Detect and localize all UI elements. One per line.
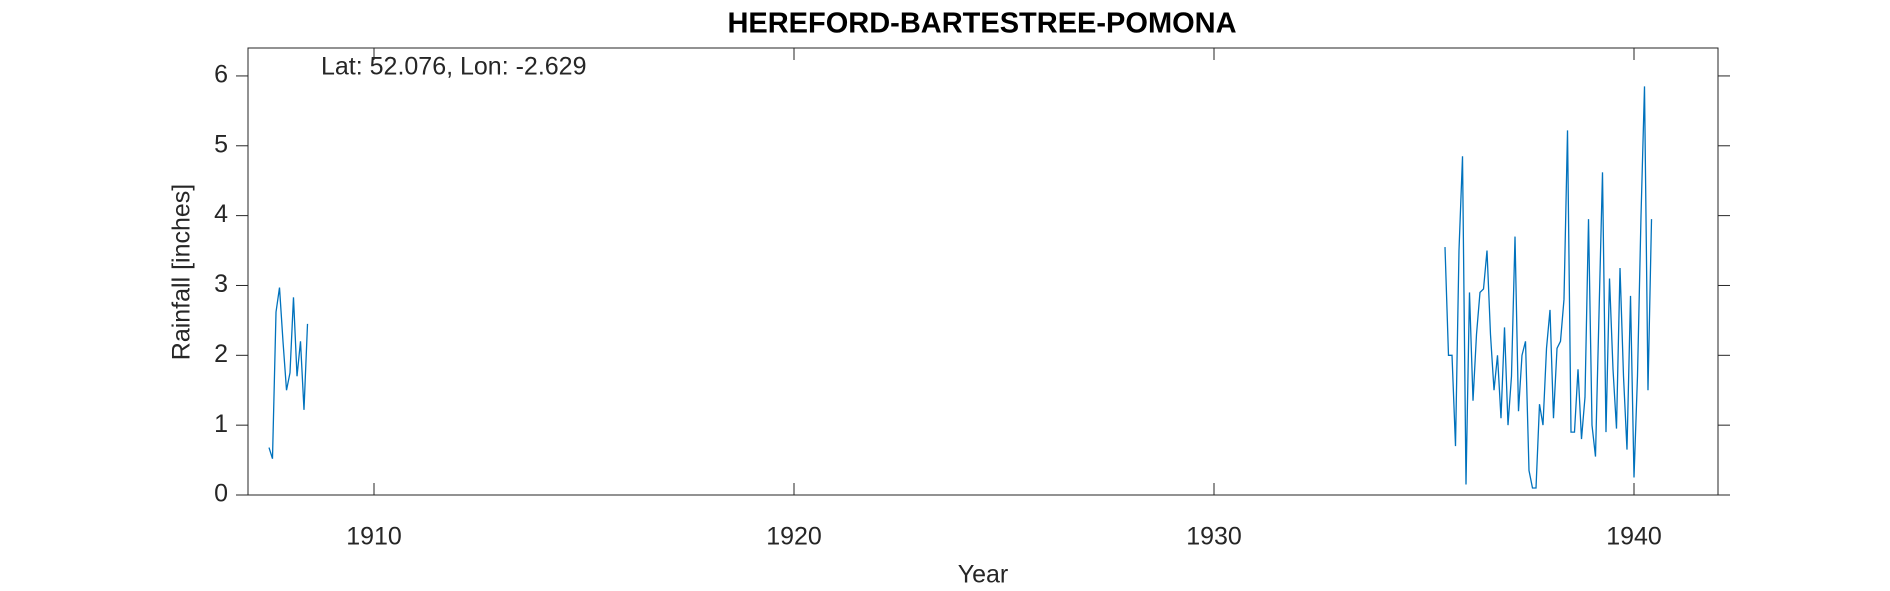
x-tick-label: 1930: [1186, 523, 1242, 551]
y-tick-label: 6: [214, 61, 228, 89]
y-tick-label: 1: [214, 410, 228, 438]
x-tick-label: 1940: [1606, 523, 1662, 551]
y-tick-label: 2: [214, 340, 228, 368]
x-tick-label: 1920: [766, 523, 822, 551]
chart-title: HEREFORD-BARTESTREE-POMONA: [727, 8, 1236, 40]
y-tick-label: 0: [214, 480, 228, 508]
y-tick-label: 5: [214, 130, 228, 158]
x-tick-label: 1910: [346, 523, 402, 551]
annotation: Lat: 52.076, Lon: -2.629: [321, 53, 587, 81]
y-tick-label: 3: [214, 270, 228, 298]
x-axis-label: Year: [958, 561, 1009, 589]
data-line: [268, 86, 1653, 489]
plot-area: [247, 47, 1719, 496]
y-axis-label: Rainfall [inches]: [168, 184, 196, 360]
y-tick-label: 4: [214, 200, 228, 228]
